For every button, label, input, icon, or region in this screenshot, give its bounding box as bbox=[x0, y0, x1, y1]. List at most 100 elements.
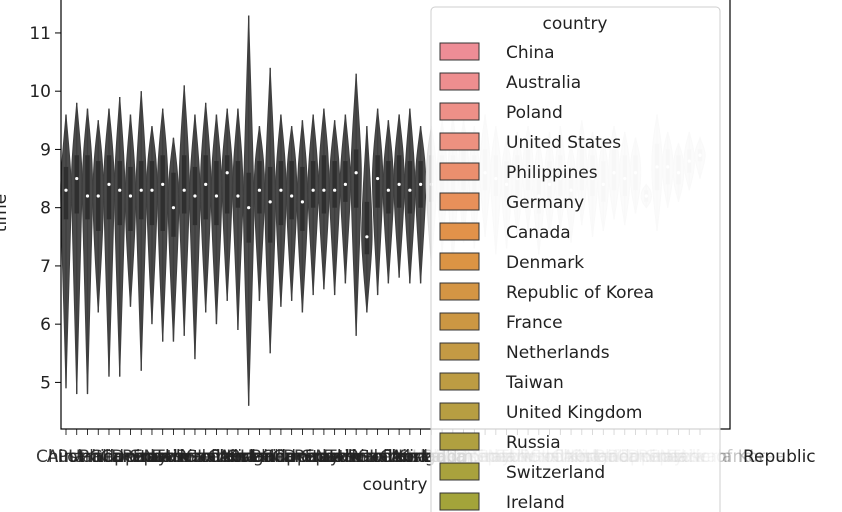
violin bbox=[350, 73, 362, 336]
violin-median bbox=[161, 182, 165, 186]
y-tick-label: 8 bbox=[40, 199, 51, 219]
violin-iqr bbox=[85, 155, 90, 220]
x-tick-label: Taiwan bbox=[325, 447, 384, 467]
violin bbox=[382, 120, 395, 284]
x-tick-label: Denmark bbox=[283, 447, 361, 467]
violin bbox=[361, 126, 373, 313]
x-tick-label: Republic of Korea bbox=[122, 447, 270, 467]
violin-median bbox=[419, 182, 423, 186]
violin-median bbox=[376, 176, 380, 181]
axes-frame bbox=[60, 0, 731, 430]
y-axis-title: time bbox=[0, 194, 11, 232]
violin bbox=[135, 91, 147, 371]
violin bbox=[328, 120, 341, 296]
violin-median bbox=[408, 188, 412, 192]
legend-swatch bbox=[439, 282, 480, 301]
y-axis: 5 6 7 8 9 10 11 bbox=[29, 24, 61, 393]
legend-entry: China bbox=[439, 42, 555, 63]
legend-label: Germany bbox=[506, 193, 584, 213]
y-tick-label: 5 bbox=[40, 373, 51, 393]
x-tick-label: China bbox=[380, 447, 429, 467]
legend-label: Philippines bbox=[506, 163, 598, 183]
violin-iqr bbox=[128, 166, 133, 231]
legend-label: Denmark bbox=[506, 253, 584, 273]
legend-label: China bbox=[506, 43, 555, 63]
violin bbox=[296, 120, 309, 313]
violin bbox=[167, 137, 180, 342]
legend-swatch bbox=[439, 72, 480, 91]
legend-label: France bbox=[506, 313, 563, 333]
violin-median bbox=[257, 188, 262, 192]
legend-label: Netherlands bbox=[506, 343, 610, 363]
violin bbox=[393, 114, 405, 278]
legend-entry: Taiwan bbox=[439, 372, 564, 393]
violin bbox=[307, 114, 319, 296]
violin-median bbox=[85, 194, 90, 198]
x-tick-label: Canada bbox=[272, 447, 337, 467]
legend-entry: France bbox=[439, 312, 563, 333]
violin-median bbox=[290, 194, 294, 198]
violin-median bbox=[204, 182, 208, 186]
x-tick-label: France bbox=[305, 447, 362, 467]
legend-swatch bbox=[439, 132, 480, 151]
legend-entry: Canada bbox=[439, 222, 571, 243]
violin bbox=[232, 108, 244, 331]
x-tick-label: Ireland bbox=[369, 447, 428, 467]
violin-median bbox=[96, 194, 100, 198]
legend-entry: United Kingdom bbox=[439, 402, 642, 423]
violin bbox=[318, 108, 330, 290]
violin bbox=[414, 126, 427, 284]
violin bbox=[189, 114, 201, 360]
legend-label: United Kingdom bbox=[506, 403, 642, 423]
legend-entry: Ireland bbox=[439, 492, 565, 512]
violin-median bbox=[150, 188, 154, 192]
legend-swatch bbox=[439, 312, 480, 331]
x-tick-label-last: Republic bbox=[743, 447, 816, 467]
violin-iqr bbox=[364, 201, 370, 255]
legend-swatch bbox=[439, 42, 480, 61]
violin-median bbox=[182, 188, 186, 192]
x-tick-label: Poland bbox=[57, 447, 114, 467]
violin-median bbox=[333, 188, 337, 192]
violin-median bbox=[236, 194, 240, 198]
violin bbox=[146, 126, 158, 325]
violin-median bbox=[128, 194, 133, 198]
legend-swatch bbox=[439, 252, 480, 271]
violin-median bbox=[75, 176, 79, 181]
violin-iqr bbox=[203, 155, 208, 220]
x-tick-label: Republic of Korea bbox=[294, 447, 442, 467]
legend-label: Ireland bbox=[506, 493, 565, 512]
violin-median bbox=[139, 188, 143, 192]
violin-iqr bbox=[149, 161, 155, 226]
legend-entry: Germany bbox=[439, 192, 584, 213]
legend-entry: Australia bbox=[439, 72, 581, 93]
violin-median bbox=[365, 235, 369, 239]
violin-iqr bbox=[74, 155, 79, 214]
x-tick-label: Netherlands bbox=[315, 447, 419, 467]
violin bbox=[103, 108, 115, 377]
violin bbox=[242, 15, 255, 406]
x-tick-label: China bbox=[208, 447, 257, 467]
violin bbox=[124, 114, 137, 307]
x-tick-label: United Kingdom bbox=[165, 447, 301, 467]
legend-swatch bbox=[439, 372, 480, 391]
violin-iqr bbox=[160, 155, 165, 231]
x-tick-label: Netherlands bbox=[143, 447, 247, 467]
violin-iqr bbox=[63, 166, 69, 220]
violin-iqr bbox=[257, 161, 262, 214]
x-tick-label: Switzerland bbox=[186, 447, 285, 467]
legend-entry: Republic of Korea bbox=[439, 282, 654, 303]
violin bbox=[404, 108, 416, 284]
violin-iqr bbox=[267, 166, 273, 243]
violin-iqr bbox=[235, 161, 241, 208]
violin-iqr bbox=[182, 155, 187, 214]
legend-entry: United States bbox=[439, 132, 621, 153]
violin-iqr bbox=[332, 161, 337, 208]
violin-iqr bbox=[396, 155, 402, 208]
x-tick-label: Russia bbox=[348, 447, 403, 467]
legend-swatch bbox=[439, 192, 480, 211]
x-tick-label: Australia bbox=[47, 447, 122, 467]
legend-label: Switzerland bbox=[506, 463, 605, 483]
legend-box bbox=[430, 6, 721, 512]
